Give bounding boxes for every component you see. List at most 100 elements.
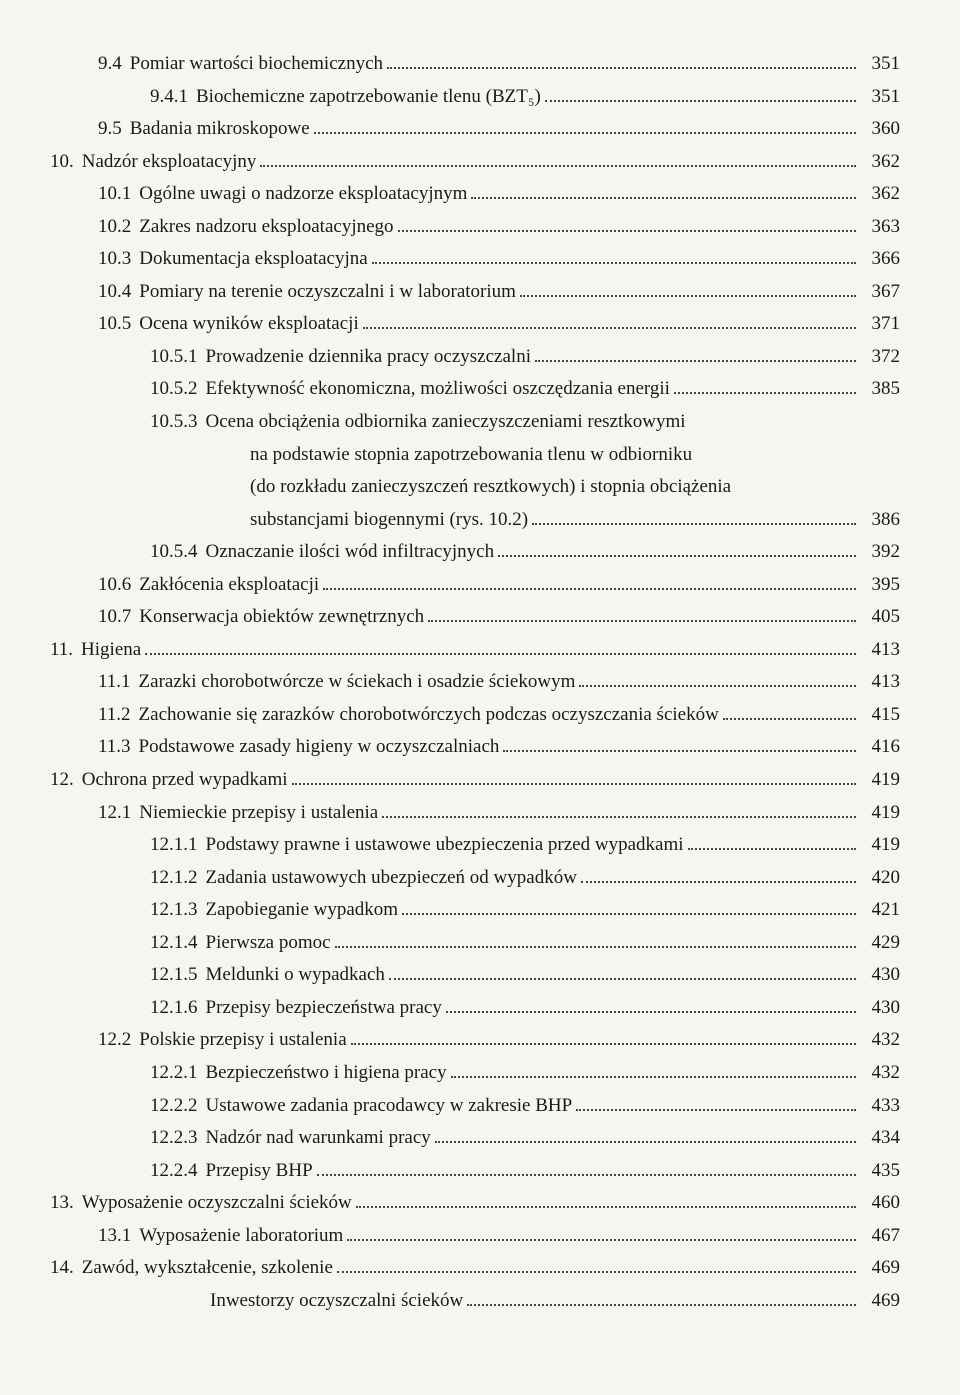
leader-dots (451, 1059, 856, 1078)
entry-number: 10.5 (98, 310, 139, 338)
entry-number: 10. (50, 148, 82, 176)
toc-entry: 10.5.2Efektywność ekonomiczna, możliwośc… (50, 375, 900, 403)
toc-entry: 10.7Konserwacja obiektów zewnętrznych405 (50, 603, 900, 631)
toc-entry: 10.5Ocena wyników eksploatacji371 (50, 310, 900, 338)
entry-number: 12.1.5 (150, 961, 206, 989)
toc-entry: 14.Zawód, wykształcenie, szkolenie 469 (50, 1254, 900, 1282)
leader-dots (581, 864, 856, 883)
entry-number: 10.4 (98, 278, 139, 306)
entry-label: Przepisy BHP (206, 1157, 313, 1185)
toc-entry: Inwestorzy oczyszczalni ścieków469 (50, 1287, 900, 1315)
toc-entry: 11.2Zachowanie się zarazków chorobotwórc… (50, 701, 900, 729)
entry-label: Podstawowe zasady higieny w oczyszczalni… (139, 733, 500, 761)
toc-entry: 12.1.3Zapobieganie wypadkom421 (50, 896, 900, 924)
toc-entry: 12.1.1Podstawy prawne i ustawowe ubezpie… (50, 831, 900, 859)
entry-number: 12.1 (98, 799, 139, 827)
entry-number: 10.5.4 (150, 538, 206, 566)
entry-page: 371 (860, 310, 900, 338)
entry-page: 430 (860, 994, 900, 1022)
leader-dots (314, 115, 856, 134)
entry-label: Wyposażenie oczyszczalni ścieków (82, 1189, 352, 1217)
toc-entry: substancjami biogennymi (rys. 10.2)386 (50, 506, 900, 534)
entry-label: Niemieckie przepisy i ustalenia (139, 799, 378, 827)
toc-entry: 10.5.3Ocena obciążenia odbiornika zaniec… (50, 408, 900, 436)
toc-entry: 9.4.1Biochemiczne zapotrzebowanie tlenu … (50, 83, 900, 111)
entry-number: 12.2.4 (150, 1157, 206, 1185)
entry-page: 460 (860, 1189, 900, 1217)
entry-page: 363 (860, 213, 900, 241)
entry-number: 12.2.1 (150, 1059, 206, 1087)
entry-page: 430 (860, 961, 900, 989)
leader-dots (576, 1092, 856, 1111)
toc-entry: 9.4Pomiar wartości biochemicznych351 (50, 50, 900, 78)
entry-page: 395 (860, 571, 900, 599)
entry-label: Zachowanie się zarazków chorobotwórczych… (139, 701, 719, 729)
entry-number: 11.3 (98, 733, 139, 761)
table-of-contents: 9.4Pomiar wartości biochemicznych351 9.4.… (50, 50, 900, 1314)
entry-page: 351 (860, 83, 900, 111)
toc-entry: 10.5.4Oznaczanie ilości wód infiltracyjn… (50, 538, 900, 566)
toc-entry: 10.3Dokumentacja eksploatacyjna366 (50, 245, 900, 273)
leader-dots (674, 375, 856, 394)
entry-label: Zakłócenia eksploatacji (139, 571, 319, 599)
entry-page: 413 (860, 636, 900, 664)
entry-label: Oznaczanie ilości wód infiltracyjnych (206, 538, 495, 566)
leader-dots (317, 1157, 856, 1176)
entry-page: 469 (860, 1254, 900, 1282)
leader-dots (579, 668, 856, 687)
entry-page: 419 (860, 799, 900, 827)
entry-page: 392 (860, 538, 900, 566)
entry-number: 10.1 (98, 180, 139, 208)
leader-dots (363, 310, 856, 329)
entry-page: 366 (860, 245, 900, 273)
entry-label: Wyposażenie laboratorium (139, 1222, 343, 1250)
entry-label: Ochrona przed wypadkami (82, 766, 288, 794)
toc-entry: 11.1Zarazki chorobotwórcze w ściekach i … (50, 668, 900, 696)
leader-dots (292, 766, 856, 785)
leader-dots (387, 50, 856, 69)
entry-number: 13.1 (98, 1222, 139, 1250)
entry-label: Zawód, wykształcenie, szkolenie (82, 1254, 333, 1282)
entry-label: Efektywność ekonomiczna, możliwości oszc… (206, 375, 670, 403)
entry-number: 11.1 (98, 668, 139, 696)
entry-number: 12.2.2 (150, 1092, 206, 1120)
entry-page: 362 (860, 148, 900, 176)
toc-entry: 12.2.1Bezpieczeństwo i higiena pracy432 (50, 1059, 900, 1087)
toc-entry-continuation: na podstawie stopnia zapotrzebowania tle… (50, 441, 900, 469)
leader-dots (351, 1026, 856, 1045)
toc-entry: 12.1.4Pierwsza pomoc429 (50, 929, 900, 957)
leader-dots (337, 1254, 856, 1273)
entry-label: Ogólne uwagi o nadzorze eksploatacyjnym (139, 180, 467, 208)
leader-dots (532, 506, 856, 525)
toc-entry: 10.4Pomiary na terenie oczyszczalni i w … (50, 278, 900, 306)
leader-dots (335, 929, 856, 948)
entry-label: Zadania ustawowych ubezpieczeń od wypadk… (206, 864, 577, 892)
leader-dots (260, 148, 856, 167)
entry-page: 467 (860, 1222, 900, 1250)
entry-label: Dokumentacja eksploatacyjna (139, 245, 367, 273)
toc-entry: 10.5.1Prowadzenie dziennika pracy oczysz… (50, 343, 900, 371)
leader-dots (428, 603, 856, 622)
toc-entry: 12.2.4Przepisy BHP435 (50, 1157, 900, 1185)
entry-page: 360 (860, 115, 900, 143)
entry-page: 419 (860, 831, 900, 859)
entry-page: 405 (860, 603, 900, 631)
entry-label: Higiena (81, 636, 141, 664)
entry-page: 419 (860, 766, 900, 794)
entry-label: Zarazki chorobotwórcze w ściekach i osad… (139, 668, 576, 696)
toc-entry: 12.2.3Nadzór nad warunkami pracy434 (50, 1124, 900, 1152)
entry-page: 429 (860, 929, 900, 957)
leader-dots (503, 733, 856, 752)
entry-page: 433 (860, 1092, 900, 1120)
entry-number: 10.5.1 (150, 343, 206, 371)
leader-dots (402, 896, 856, 915)
entry-number: 10.6 (98, 571, 139, 599)
entry-page: 386 (860, 506, 900, 534)
toc-entry: 11.3Podstawowe zasady higieny w oczyszcz… (50, 733, 900, 761)
leader-dots (467, 1287, 856, 1306)
entry-label: Zakres nadzoru eksploatacyjnego (139, 213, 393, 241)
toc-entry: 13.1Wyposażenie laboratorium 467 (50, 1222, 900, 1250)
entry-number: 10.5.2 (150, 375, 206, 403)
entry-number: 14. (50, 1254, 82, 1282)
leader-dots (520, 278, 856, 297)
